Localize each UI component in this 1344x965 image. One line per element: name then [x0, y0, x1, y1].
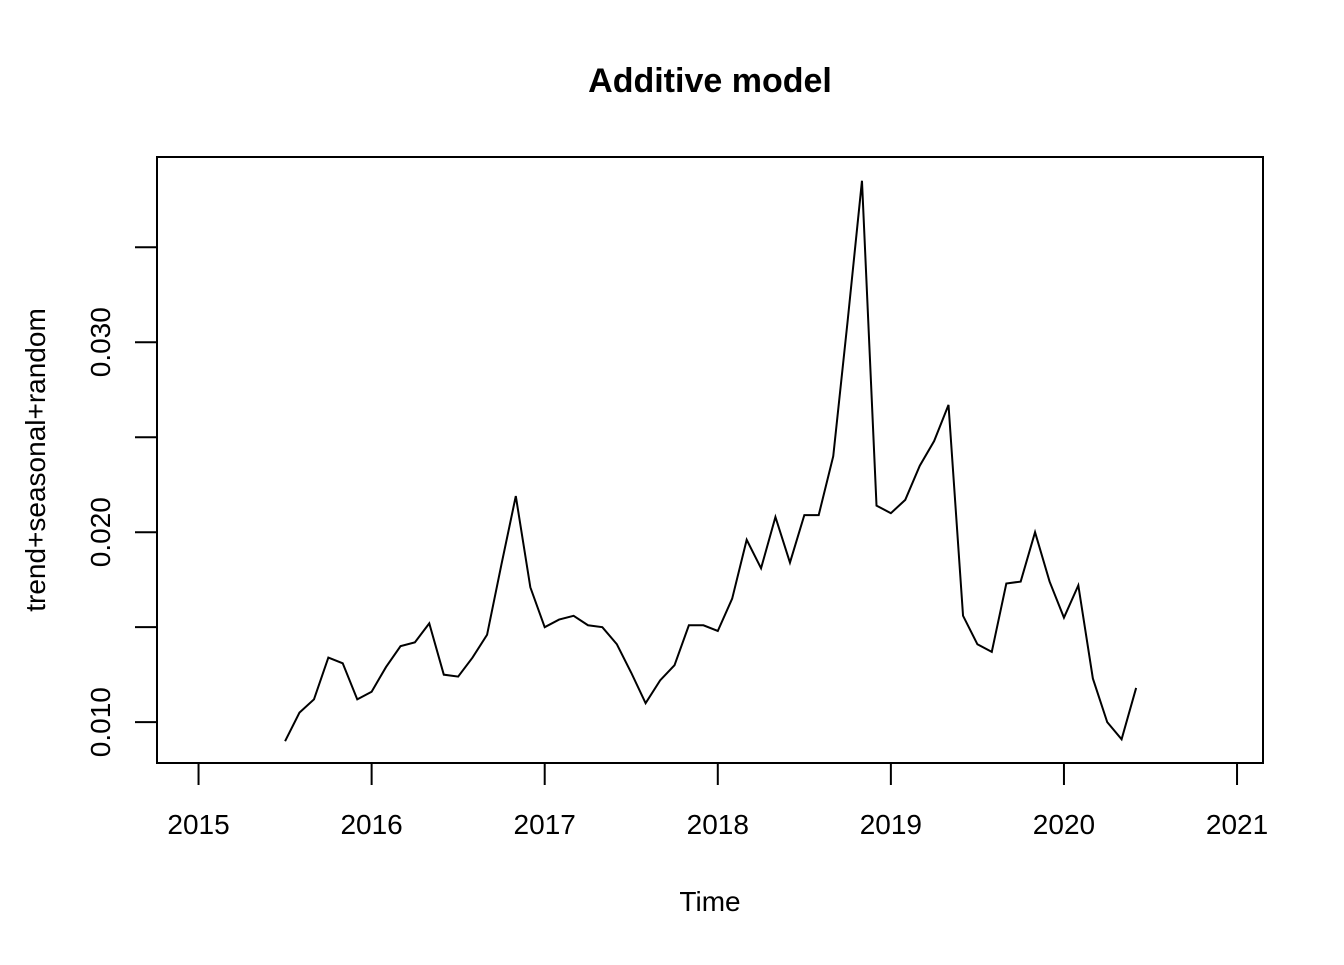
x-tick-label: 2019	[860, 809, 922, 840]
y-axis: 0.010 0.020 0.030	[85, 246, 158, 757]
y-axis-title: trend+seasonal+random	[20, 308, 51, 612]
x-axis-title: Time	[679, 886, 740, 917]
x-axis: 2015 2016 2017 2018 2019 2020 2021	[167, 762, 1268, 840]
x-tick-label: 2018	[687, 809, 749, 840]
series-layer	[284, 180, 1138, 742]
x-tick-label: 2017	[514, 809, 576, 840]
y-tick-label: 0.030	[85, 307, 116, 377]
y-tick-label: 0.020	[85, 497, 116, 567]
x-tick-label: 2015	[167, 809, 229, 840]
x-tick-label: 2021	[1206, 809, 1268, 840]
x-tick-label: 2016	[340, 809, 402, 840]
series-line	[284, 180, 1138, 742]
x-tick-label: 2020	[1033, 809, 1095, 840]
y-tick-label: 0.010	[85, 687, 116, 757]
chart-title: Additive model	[588, 62, 832, 100]
